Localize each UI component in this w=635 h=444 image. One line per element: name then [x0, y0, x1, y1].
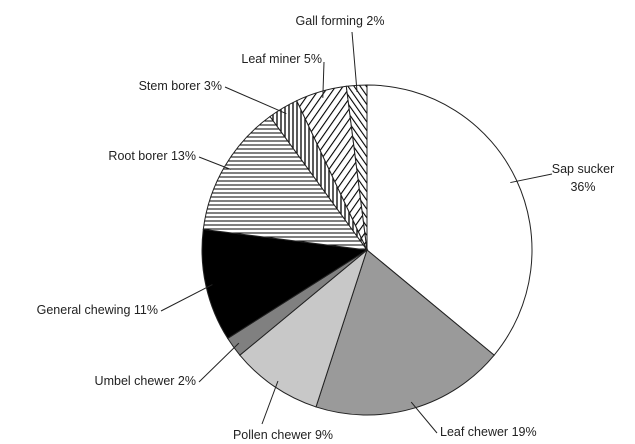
slice-label-value: 19% — [512, 425, 537, 439]
slice-label-value: 11% — [134, 303, 158, 317]
leader-line — [224, 86, 287, 115]
pie-slice — [366, 84, 533, 356]
slice-label-value: 5% — [304, 52, 322, 66]
slice-label-value: 13% — [171, 149, 196, 163]
slice-label-name: Stem borer — [139, 79, 201, 93]
pie-slice — [239, 248, 369, 408]
slice-label: Umbel chewer 2% — [95, 374, 196, 388]
slice-label: Root borer 13% — [108, 149, 196, 163]
slice-label-value: 36% — [570, 180, 595, 194]
slice-label: Pollen chewer 9% — [233, 428, 333, 442]
slice-label-name: Sap sucker — [552, 162, 615, 176]
slice-label: Stem borer 3% — [139, 79, 222, 93]
leader-line — [322, 61, 325, 98]
slice-label-name: Leaf chewer — [440, 425, 508, 439]
slice-label-value: 3% — [204, 79, 222, 93]
pie-slice — [315, 249, 495, 416]
slice-label-name: Leaf miner — [241, 52, 300, 66]
slice-label-name: Pollen chewer — [233, 428, 312, 442]
leader-line — [198, 342, 240, 383]
slice-label: Gall forming 2% — [296, 14, 385, 28]
leader-line — [261, 380, 279, 425]
leader-line — [510, 173, 553, 184]
slice-label: Sap sucker 36% — [552, 162, 615, 194]
leader-line — [410, 401, 438, 434]
slice-label-name: Gall forming — [296, 14, 363, 28]
pie-slice — [202, 115, 369, 251]
slice-label: Leaf miner 5% — [241, 52, 322, 66]
slice-label: General chewing 11% — [37, 303, 158, 317]
slice-label-value: 2% — [178, 374, 196, 388]
slice-label-name: Root borer — [108, 149, 167, 163]
slice-label-name: Umbel chewer — [95, 374, 175, 388]
slice-label: Leaf chewer 19% — [440, 425, 537, 439]
slice-label-name: General chewing — [37, 303, 131, 317]
leader-line — [198, 156, 231, 170]
leader-line — [160, 284, 213, 312]
slice-label-value: 9% — [315, 428, 333, 442]
leader-line — [351, 31, 358, 92]
slice-label-value: 2% — [366, 14, 384, 28]
pie-slice — [201, 228, 369, 340]
